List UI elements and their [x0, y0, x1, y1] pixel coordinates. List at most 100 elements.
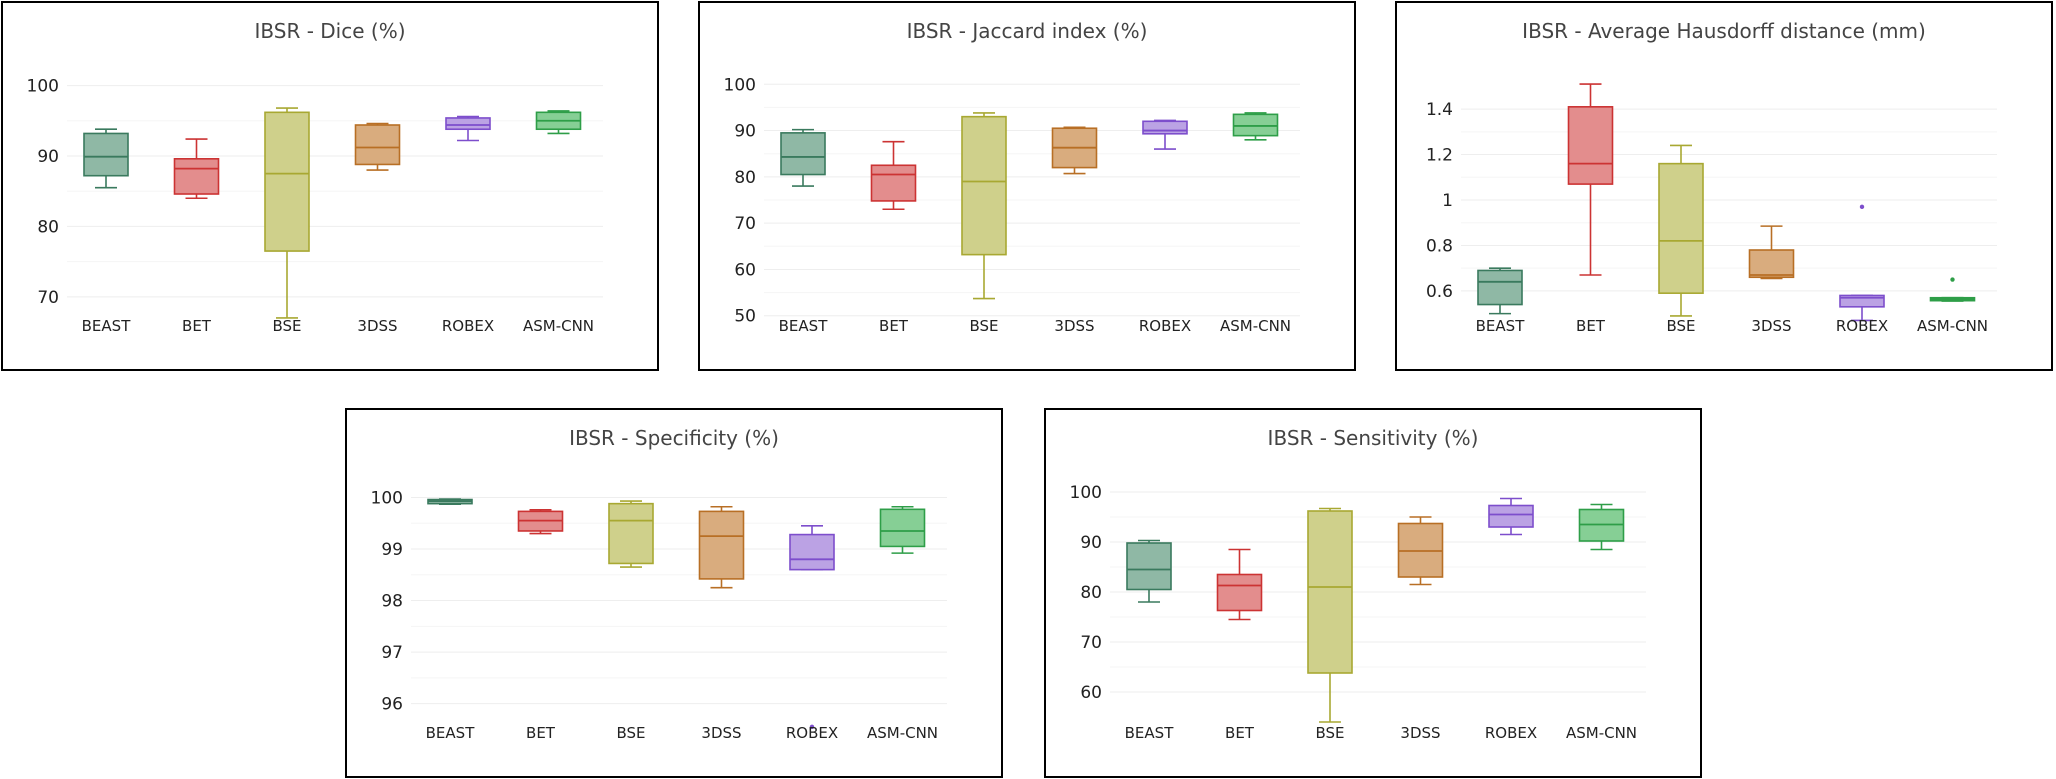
- x-category-label: BEAST: [1476, 317, 1526, 335]
- y-tick-label: 90: [37, 147, 59, 167]
- chart-panel-sensitivity: IBSR - Sensitivity (%) 60 70 80 90 100 BEAST B…: [1044, 408, 1702, 778]
- box-beast: [1477, 267, 1523, 315]
- y-tick-label: 96: [381, 695, 403, 715]
- outlier-point: [1950, 277, 1955, 282]
- box-3dss: [354, 122, 401, 171]
- chart-plot-dice: 70 80 90 100 BEAST BET BSE 3DSS ROBEX ASM-CNN: [27, 77, 603, 335]
- chart-plot-hausdorff: 0.6 0.8 1 1.2 1.4 BEAST BET BSE 3DSS ROBEX ASM-CNN: [1426, 83, 1997, 335]
- y-tick-label: 1.2: [1426, 146, 1453, 166]
- iqr-box: [961, 115, 1007, 256]
- iqr-box: [1142, 120, 1188, 135]
- box-bse: [961, 112, 1007, 300]
- y-tick-label: 80: [1080, 583, 1102, 603]
- iqr-box: [1488, 504, 1534, 528]
- chart-title: IBSR - Jaccard index (%): [906, 19, 1148, 43]
- iqr-box: [1658, 162, 1704, 294]
- x-category-label: ROBEX: [1139, 317, 1191, 335]
- iqr-box: [1567, 106, 1614, 185]
- x-category-label: 3DSS: [357, 317, 397, 335]
- x-category-label: 3DSS: [701, 724, 741, 742]
- x-category-label: BSE: [616, 724, 645, 742]
- x-category-label: BEAST: [82, 317, 132, 335]
- iqr-box: [698, 510, 745, 580]
- box-robex: [1839, 204, 1885, 322]
- iqr-box: [789, 533, 835, 571]
- box-robex: [789, 525, 835, 730]
- iqr-box: [1748, 249, 1795, 279]
- box-3dss: [1051, 126, 1098, 175]
- y-tick-label: 70: [734, 214, 756, 234]
- box-beast: [780, 128, 826, 187]
- y-tick-label: 97: [381, 643, 403, 663]
- chart-plot-specificity: 96 97 98 99 100 BEAST BET BSE 3DSS ROBEX ASM-CNN: [371, 488, 947, 742]
- y-tick-label: 1.4: [1426, 100, 1453, 120]
- chart-panel-dice: IBSR - Dice (%) 70 80 90 100 BEAST BET BSE 3DSS…: [1, 1, 659, 371]
- iqr-box: [608, 502, 654, 565]
- chart-title: IBSR - Average Hausdorff distance (mm): [1522, 19, 1926, 43]
- chart-plot-jaccard: 50 60 70 80 90 100 BEAST BET BSE 3DSS ROBEX ASM-CNN: [724, 75, 1300, 335]
- x-category-label: BET: [1225, 724, 1255, 742]
- chart-plot-sensitivity: 60 70 80 90 100 BEAST BET BSE 3DSS ROBEX ASM-CNN: [1070, 483, 1646, 742]
- iqr-box: [1477, 269, 1523, 306]
- y-tick-label: 80: [37, 217, 59, 237]
- x-category-label: BEAST: [779, 317, 829, 335]
- box-bet: [173, 138, 220, 200]
- box-bse: [1658, 144, 1704, 317]
- iqr-box: [1232, 113, 1279, 137]
- box-3dss: [1748, 225, 1795, 280]
- box-bet: [1567, 83, 1614, 276]
- chart-panel-jaccard: IBSR - Jaccard index (%) 50 60 70 80 90 100 BE…: [698, 1, 1356, 371]
- x-category-label: ROBEX: [1836, 317, 1888, 335]
- iqr-box: [1307, 510, 1353, 674]
- box-3dss: [698, 505, 745, 589]
- box-3dss: [1397, 516, 1444, 586]
- x-category-label: BSE: [1315, 724, 1344, 742]
- iqr-box: [264, 111, 310, 252]
- y-tick-label: 70: [37, 288, 59, 308]
- y-tick-label: 50: [734, 307, 756, 327]
- chart-panel-hausdorff: IBSR - Average Hausdorff distance (mm) 0…: [1395, 1, 2053, 371]
- x-category-label: 3DSS: [1054, 317, 1094, 335]
- y-tick-label: 90: [1080, 533, 1102, 553]
- box-asm-cnn: [1232, 112, 1279, 141]
- x-category-label: BEAST: [1125, 724, 1175, 742]
- box-bet: [1216, 548, 1263, 621]
- chart-title: IBSR - Dice (%): [254, 19, 406, 43]
- y-tick-label: 98: [381, 592, 403, 612]
- x-category-label: ASM-CNN: [1566, 724, 1637, 742]
- y-tick-label: 100: [1070, 483, 1102, 503]
- y-tick-label: 60: [734, 260, 756, 280]
- x-category-label: ROBEX: [442, 317, 494, 335]
- chart-title: IBSR - Sensitivity (%): [1267, 426, 1479, 450]
- y-tick-label: 60: [1080, 683, 1102, 703]
- y-tick-label: 90: [734, 122, 756, 142]
- box-robex: [1488, 497, 1534, 536]
- x-category-label: BSE: [1666, 317, 1695, 335]
- iqr-box: [173, 158, 220, 195]
- iqr-box: [870, 164, 917, 202]
- box-bet: [870, 140, 917, 211]
- x-category-label: BEAST: [426, 724, 476, 742]
- x-category-label: BSE: [272, 317, 301, 335]
- box-robex: [1142, 119, 1188, 150]
- box-robex: [445, 115, 491, 142]
- box-beast: [83, 128, 129, 189]
- iqr-box: [445, 117, 491, 131]
- box-asm-cnn: [535, 110, 582, 135]
- iqr-box: [83, 132, 129, 177]
- y-tick-label: 0.8: [1426, 236, 1453, 256]
- box-asm-cnn: [1929, 277, 1976, 302]
- box-bet: [517, 509, 564, 535]
- x-category-label: BSE: [969, 317, 998, 335]
- box-beast: [427, 498, 473, 505]
- iqr-box: [1216, 573, 1263, 612]
- box-bse: [608, 500, 654, 568]
- x-category-label: 3DSS: [1751, 317, 1791, 335]
- outlier-point: [809, 724, 815, 730]
- chart-title: IBSR - Specificity (%): [569, 426, 779, 450]
- outlier-point: [1859, 204, 1865, 210]
- iqr-box: [780, 132, 826, 176]
- y-tick-label: 0.6: [1426, 282, 1453, 302]
- x-category-label: ASM-CNN: [1220, 317, 1291, 335]
- box-bse: [264, 107, 310, 319]
